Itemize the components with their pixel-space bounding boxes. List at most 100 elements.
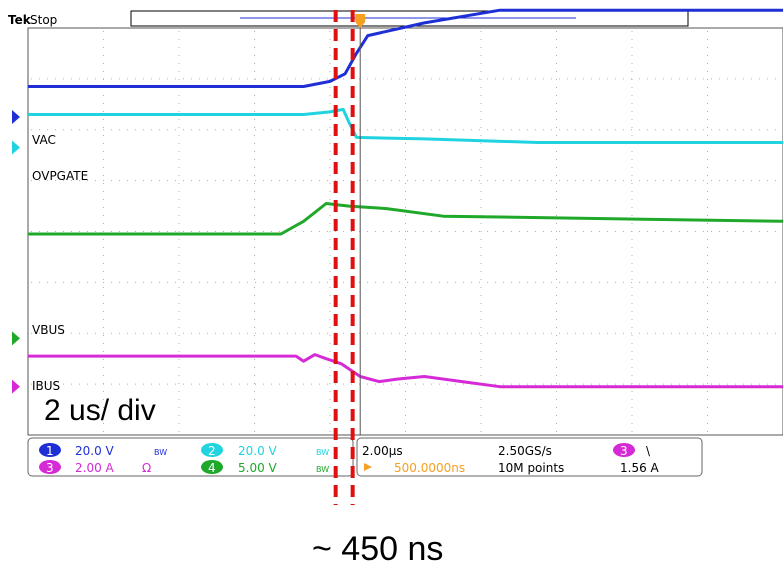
grid-dot	[135, 129, 136, 131]
grid-dot	[231, 383, 232, 385]
grid-dot	[405, 351, 406, 352]
grid-dot	[55, 129, 56, 131]
grid-dot	[178, 183, 180, 184]
grid-dot	[247, 129, 248, 131]
grid-dot	[178, 55, 180, 56]
grid-dot	[480, 391, 482, 392]
grid-dot	[415, 231, 416, 232]
grid-dot	[423, 281, 424, 283]
grid-dot	[178, 111, 180, 112]
grid-dot	[303, 383, 304, 385]
grid-dot	[556, 63, 557, 64]
grid-dot	[178, 311, 180, 312]
grid-dot	[151, 78, 152, 80]
grid-dot	[695, 231, 696, 232]
brand-logo: Tek	[8, 13, 32, 27]
grid-dot	[327, 180, 328, 182]
grid-dot	[215, 281, 216, 283]
grid-dot	[607, 231, 608, 232]
grid-dot	[727, 78, 728, 80]
grid-dot	[143, 332, 144, 334]
grid-dot	[615, 332, 616, 334]
grid-dot	[707, 383, 708, 384]
grid-dot	[254, 127, 255, 128]
grid-dot	[775, 78, 776, 80]
grid-dot	[775, 383, 776, 385]
grid-dot	[103, 239, 104, 240]
grid-dot	[447, 332, 448, 334]
grid-dot	[71, 180, 72, 182]
grid-dot	[631, 255, 633, 256]
grid-dot	[405, 119, 406, 120]
grid-dot	[47, 332, 48, 334]
timebase-annotation: 2 us/ div	[44, 394, 156, 427]
grid-dot	[527, 281, 528, 283]
graticule	[31, 31, 776, 432]
grid-dot	[175, 129, 176, 131]
grid-dot	[329, 71, 331, 72]
grid-dot	[463, 332, 464, 334]
grid-dot	[711, 231, 712, 232]
grid-dot	[151, 129, 152, 131]
grid-dot	[103, 359, 104, 360]
grid-dot	[599, 129, 600, 131]
grid-dot	[159, 383, 160, 385]
grid-dot	[480, 327, 482, 328]
grid-dot	[39, 129, 40, 131]
grid-dot	[631, 31, 633, 32]
grid-dot	[79, 180, 80, 182]
grid-dot	[103, 79, 104, 80]
grid-dot	[405, 111, 406, 112]
grid-dot	[405, 151, 406, 152]
grid-dot	[575, 78, 576, 80]
grid-dot	[103, 295, 104, 296]
grid-dot	[607, 180, 608, 182]
grid-dot	[503, 129, 504, 131]
grid-dot	[47, 281, 48, 283]
grid-dot	[575, 180, 576, 182]
grid-dot	[463, 383, 464, 385]
grid-dot	[480, 95, 482, 96]
grid-dot	[103, 415, 104, 416]
grid-dot	[707, 95, 708, 96]
grid-dot	[647, 281, 648, 283]
grid-dot	[535, 78, 536, 80]
grid-dot	[367, 78, 368, 80]
grid-dot	[329, 247, 331, 248]
grid-dot	[519, 180, 520, 182]
grid-dot	[567, 78, 568, 80]
grid-dot	[178, 407, 180, 408]
grid-dot	[175, 231, 176, 232]
grid-dot	[455, 129, 456, 131]
grid-dot	[79, 231, 80, 232]
grid-dot	[480, 431, 482, 432]
grid-dot	[631, 39, 633, 40]
grid-dot	[556, 431, 557, 432]
grid-dot	[655, 332, 656, 334]
grid-dot	[599, 231, 600, 232]
grid-dot	[480, 335, 482, 336]
grid-dot	[103, 135, 104, 136]
grid-dot	[199, 383, 200, 385]
grid-dot	[231, 129, 232, 131]
grid-dot	[103, 191, 104, 192]
grid-dot	[405, 31, 406, 32]
grid-dot	[415, 281, 416, 283]
grid-dot	[335, 383, 336, 385]
grid-dot	[178, 175, 180, 176]
grid-dot	[556, 247, 557, 248]
grid-dot	[254, 415, 255, 416]
grid-dot	[695, 180, 696, 182]
grid-dot	[480, 87, 482, 88]
trigger-source-badge	[613, 443, 635, 457]
grid-dot	[223, 383, 224, 385]
grid-dot	[151, 332, 152, 334]
grid-dot	[719, 231, 720, 232]
grid-dot	[319, 332, 320, 334]
grid-dot	[480, 191, 482, 192]
grid-dot	[351, 383, 352, 385]
grid-dot	[103, 423, 104, 424]
grid-dot	[271, 281, 272, 283]
grid-dot	[178, 207, 180, 208]
grid-dot	[207, 78, 208, 80]
